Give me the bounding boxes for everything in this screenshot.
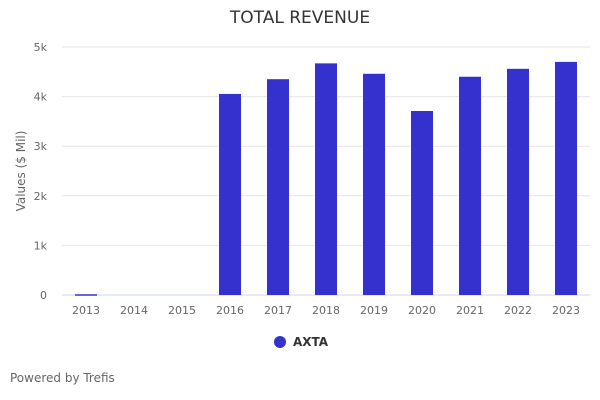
bar-2016 — [219, 93, 241, 295]
x-tick-label: 2019 — [360, 304, 388, 317]
y-tick-label: 4k — [34, 91, 48, 104]
legend-item-axta[interactable]: AXTA — [274, 335, 328, 349]
x-tick-label: 2020 — [408, 304, 436, 317]
bar-2013 — [75, 294, 97, 296]
x-tick-label: 2018 — [312, 304, 340, 317]
powered-by-credit: Powered by Trefis — [10, 371, 115, 385]
bar-2018 — [315, 63, 337, 296]
x-tick-label: 2023 — [552, 304, 580, 317]
bar-2019 — [363, 73, 385, 295]
x-tick-label: 2013 — [72, 304, 100, 317]
chart-title: TOTAL REVENUE — [229, 8, 371, 28]
x-tick-label: 2015 — [168, 304, 196, 317]
x-tick-label: 2016 — [216, 304, 244, 317]
bar-2017 — [267, 79, 289, 295]
bar-2021 — [459, 76, 481, 295]
legend-label: AXTA — [293, 335, 329, 349]
bar-2020 — [411, 110, 433, 295]
bar-2023 — [555, 61, 577, 295]
x-tick-label: 2021 — [456, 304, 484, 317]
x-tick-label: 2014 — [120, 304, 148, 317]
legend-dot-icon — [274, 336, 286, 348]
x-tick-label: 2022 — [504, 304, 532, 317]
y-axis-label: Values ($ Mil) — [14, 131, 28, 212]
y-tick-label: 0 — [40, 289, 47, 302]
y-tick-label: 1k — [34, 239, 48, 252]
x-tick-label: 2017 — [264, 304, 292, 317]
bar-chart: 0 1k 2k 3k 4k 5k 2013 2014 2015 2016 2017 2018 2019 2… — [14, 41, 590, 317]
y-tick-label: 2k — [34, 190, 48, 203]
bar-2022 — [507, 68, 529, 295]
y-tick-label: 3k — [34, 140, 48, 153]
y-tick-label: 5k — [34, 41, 48, 54]
